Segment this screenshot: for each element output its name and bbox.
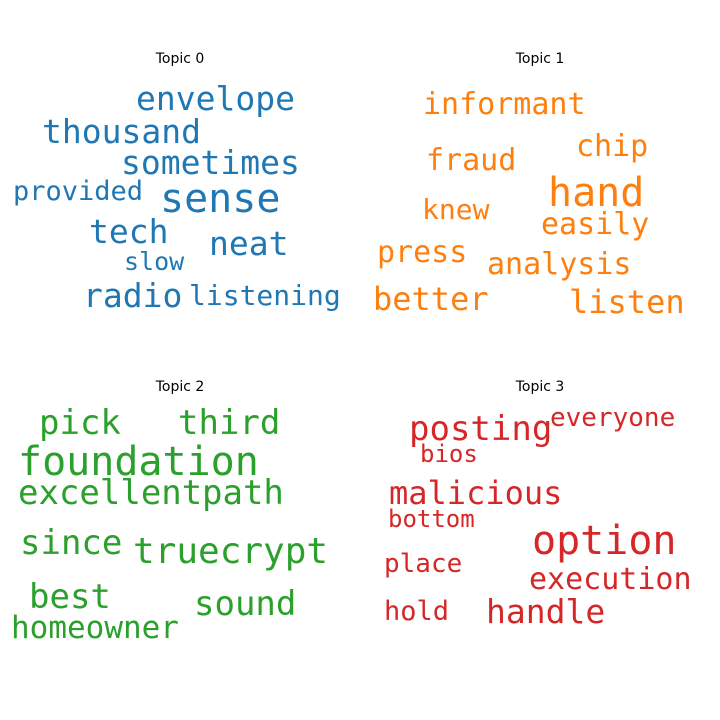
topic-1-panel: Topic 1 informant chip fraud hand knew e… (360, 0, 720, 360)
word-pick: pick (39, 403, 121, 443)
topic-0-title: Topic 0 (155, 51, 205, 67)
word-homeowner: homeowner (11, 610, 179, 646)
word-path: path (202, 473, 284, 513)
word-analysis: analysis (487, 247, 632, 282)
word-slow: slow (124, 247, 185, 276)
word-better: better (373, 280, 489, 318)
word-third: third (178, 403, 281, 443)
topic-0-panel: Topic 0 envelope thousand sometimes sens… (0, 0, 360, 360)
word-execution: execution (529, 562, 692, 597)
word-easily: easily (541, 207, 650, 242)
word-hold: hold (384, 596, 450, 627)
word-radio: radio (83, 276, 183, 315)
word-option: option (532, 518, 677, 564)
word-thousand: thousand (42, 112, 201, 151)
topic-2-title: Topic 2 (155, 379, 205, 395)
topic-3-panel: Topic 3 posting everyone bios malicious … (360, 360, 720, 720)
word-excellent: excellent (18, 473, 203, 513)
word-neat: neat (209, 224, 289, 263)
word-listening: listening (189, 279, 341, 312)
word-press: press (377, 235, 468, 270)
word-handle: handle (486, 592, 606, 631)
word-foundation: foundation (18, 439, 259, 485)
word-place: place (384, 549, 463, 579)
word-malicious: malicious (389, 474, 563, 512)
topic-1-title: Topic 1 (515, 51, 565, 67)
word-posting: posting (409, 409, 553, 449)
word-sense: sense (160, 176, 281, 222)
word-informant: informant (423, 87, 586, 122)
word-tech: tech (89, 212, 169, 251)
topic-2-panel: Topic 2 pick third foundation excellent … (0, 360, 360, 720)
word-sound: sound (194, 584, 297, 624)
word-envelope: envelope (136, 79, 295, 118)
word-sometimes: sometimes (121, 143, 300, 182)
word-bottom: bottom (388, 505, 475, 533)
topic-3-title: Topic 3 (515, 379, 565, 395)
word-hand: hand (548, 170, 645, 216)
word-everyone: everyone (550, 403, 676, 433)
word-knew: knew (422, 193, 490, 226)
word-truecrypt: truecrypt (133, 531, 329, 572)
word-since: since (20, 523, 123, 563)
word-chip: chip (576, 129, 649, 164)
word-bios: bios (420, 440, 478, 468)
word-fraud: fraud (426, 143, 517, 178)
word-listen: listen (569, 283, 685, 321)
word-provided: provided (13, 176, 144, 207)
word-best: best (29, 577, 111, 617)
